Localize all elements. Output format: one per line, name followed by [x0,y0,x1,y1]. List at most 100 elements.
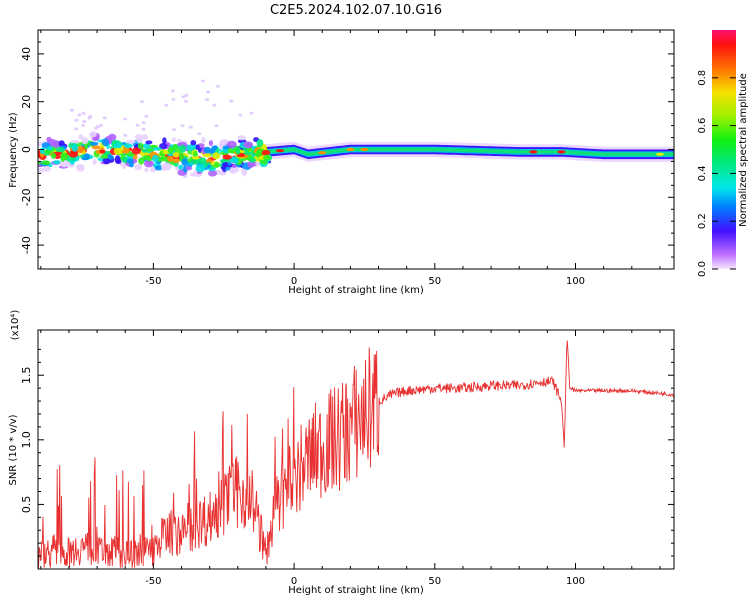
spectrogram-blob [91,145,101,150]
spectrogram-blob [237,135,247,141]
spectrogram-outlier [74,118,79,122]
spectrogram-blob [38,167,45,173]
spectrogram-outlier [135,123,140,127]
spectrogram-outlier [140,100,144,103]
colorbar-tick-label: 0.0 [697,261,708,277]
x-tick-label: -50 [145,276,161,287]
spectrogram-blob [176,138,182,143]
spectrogram-blob [172,157,181,163]
spectrogram-outlier [249,111,254,115]
spectrogram-outlier [183,99,188,103]
spectrogram-blob [76,146,84,153]
colorbar-gradient [712,30,736,269]
spectrogram-blob [167,156,174,162]
spectrogram-blob [243,141,254,149]
spectrogram-blob [126,158,134,164]
colorbar-tick-label: 0.2 [697,213,708,229]
spectrogram-blob [185,166,193,171]
spectrogram-peak [276,149,284,153]
spectrogram-blob [137,142,144,150]
x-tick-label: 50 [428,276,441,287]
spectrogram-peak [655,152,664,156]
spectrogram-blob [181,158,188,167]
spectrogram-outlier [141,127,146,131]
colorbar-tick-label: 0.8 [697,70,708,86]
x-tick-label: 0 [291,276,297,287]
spectrogram-blob [162,137,167,145]
spectrogram-blob [81,137,89,145]
spectrogram-blob [70,160,75,165]
spectrogram-outlier [99,123,103,127]
spectrogram-blob [249,157,256,163]
spectrogram-blob [78,134,84,140]
spectrogram-blob [227,161,232,166]
spectrogram-blob [113,143,123,149]
spectrogram-blob [180,144,186,153]
spectrogram-peak [121,150,130,154]
spectrogram-blob [192,150,198,159]
spectrogram-blob [201,137,206,144]
spectrogram-blob [151,154,159,163]
spectrogram-blob [68,151,79,158]
spectrogram-outlier [171,97,176,101]
spectrogram-blob [46,136,52,142]
spectrogram-blob [179,152,184,161]
snr-scale-note: (x10⁴) [10,310,21,341]
spectrogram-blob [92,159,97,165]
spectrogram-blob [220,139,229,144]
spectrogram-outlier [212,103,217,107]
colorbar-ticks: 0.0 0.2 0.4 0.6 0.8 [697,70,736,277]
x-tick-label: 0 [291,576,297,587]
spectrogram-outlier [81,111,86,115]
spectrogram-blob [46,146,54,151]
spectrogram-blob [144,160,154,168]
spectrogram-blob [210,165,215,170]
spectrogram-blob [263,154,272,161]
y-tick-label: 0 [20,146,33,153]
spectrogram-blob [102,157,111,165]
spectrogram-blob [114,155,121,164]
spectrogram-peak [557,150,566,154]
y-tick-label: 0.5 [20,496,33,514]
spectrogram-outlier [82,120,87,123]
spectrogram-outlier [102,116,107,120]
spectrogram-outlier [81,123,86,127]
spectrogram-peak [529,150,538,154]
spectrogram-blob [212,152,221,160]
x-tick-label: -50 [145,576,161,587]
x-tick-label: 100 [566,276,585,287]
y-tick-label: 1.5 [20,366,33,384]
spectrogram-blob [232,160,239,164]
spectrogram-outlier [164,103,169,107]
y-tick-label: -20 [20,188,33,206]
spectrogram-blob [141,134,148,141]
spectrogram-outlier [172,128,176,132]
spectrogram-blob [89,141,99,146]
spectrogram-outlier [229,99,234,103]
spectrogram-blob [194,173,202,177]
spectrogram-peak [360,147,369,152]
spectrogram-panel: -50 0 50 100 -40 -20 0 20 40 Height of straight … [8,29,675,296]
colorbar-label: Normalized spectral amplitude [738,73,749,227]
spectrogram-blob [195,144,200,150]
spectrogram-outlier [90,133,95,137]
spectrogram-blob [38,161,41,165]
snr-ylabel: SNR (10 * v/v) [8,414,19,485]
spectrogram-blob [134,164,143,171]
y-tick-label: 20 [20,95,33,109]
snr-panel: -50 0 50 100 0.5 1.0 1.5 Height of straight li… [8,310,675,596]
spectrogram-blob [235,147,241,155]
spectrogram-outlier [181,95,186,99]
spectrogram-blob [99,149,106,154]
spectrogram-outlier [95,125,100,129]
snr-frame [37,329,675,570]
spectrogram-band-core [251,148,674,156]
spectrogram-blob [145,140,153,145]
spectrogram-peak [191,156,200,160]
spectrogram-blob [71,144,79,152]
spectrogram-blob [195,164,206,173]
spectrogram-blob [231,164,237,169]
spectrogram-blob [123,143,133,149]
spectrogram-blob [70,140,80,144]
